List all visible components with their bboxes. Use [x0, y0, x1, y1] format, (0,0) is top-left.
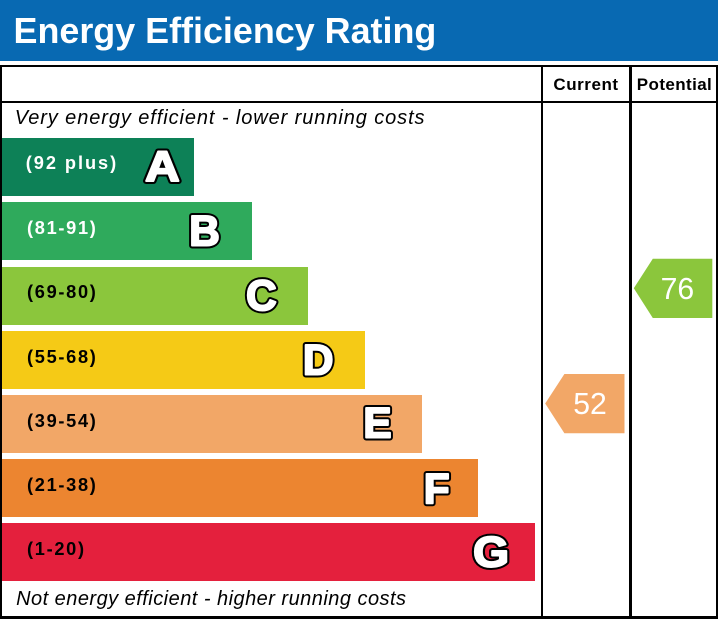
svg-text:A: A: [145, 143, 180, 190]
svg-text:D: D: [303, 337, 334, 384]
svg-text:52: 52: [573, 388, 607, 421]
svg-text:B: B: [189, 208, 220, 255]
svg-text:B: B: [189, 208, 220, 255]
svg-text:C: C: [246, 272, 277, 319]
svg-text:F: F: [424, 465, 450, 512]
svg-text:76: 76: [661, 273, 695, 306]
svg-text:D: D: [303, 337, 334, 384]
svg-text:C: C: [246, 272, 277, 319]
svg-text:A: A: [145, 143, 180, 190]
svg-text:G: G: [473, 528, 509, 575]
svg-text:E: E: [363, 400, 391, 447]
svg-text:E: E: [363, 400, 391, 447]
svg-text:F: F: [424, 465, 450, 512]
svg-text:G: G: [473, 528, 509, 575]
